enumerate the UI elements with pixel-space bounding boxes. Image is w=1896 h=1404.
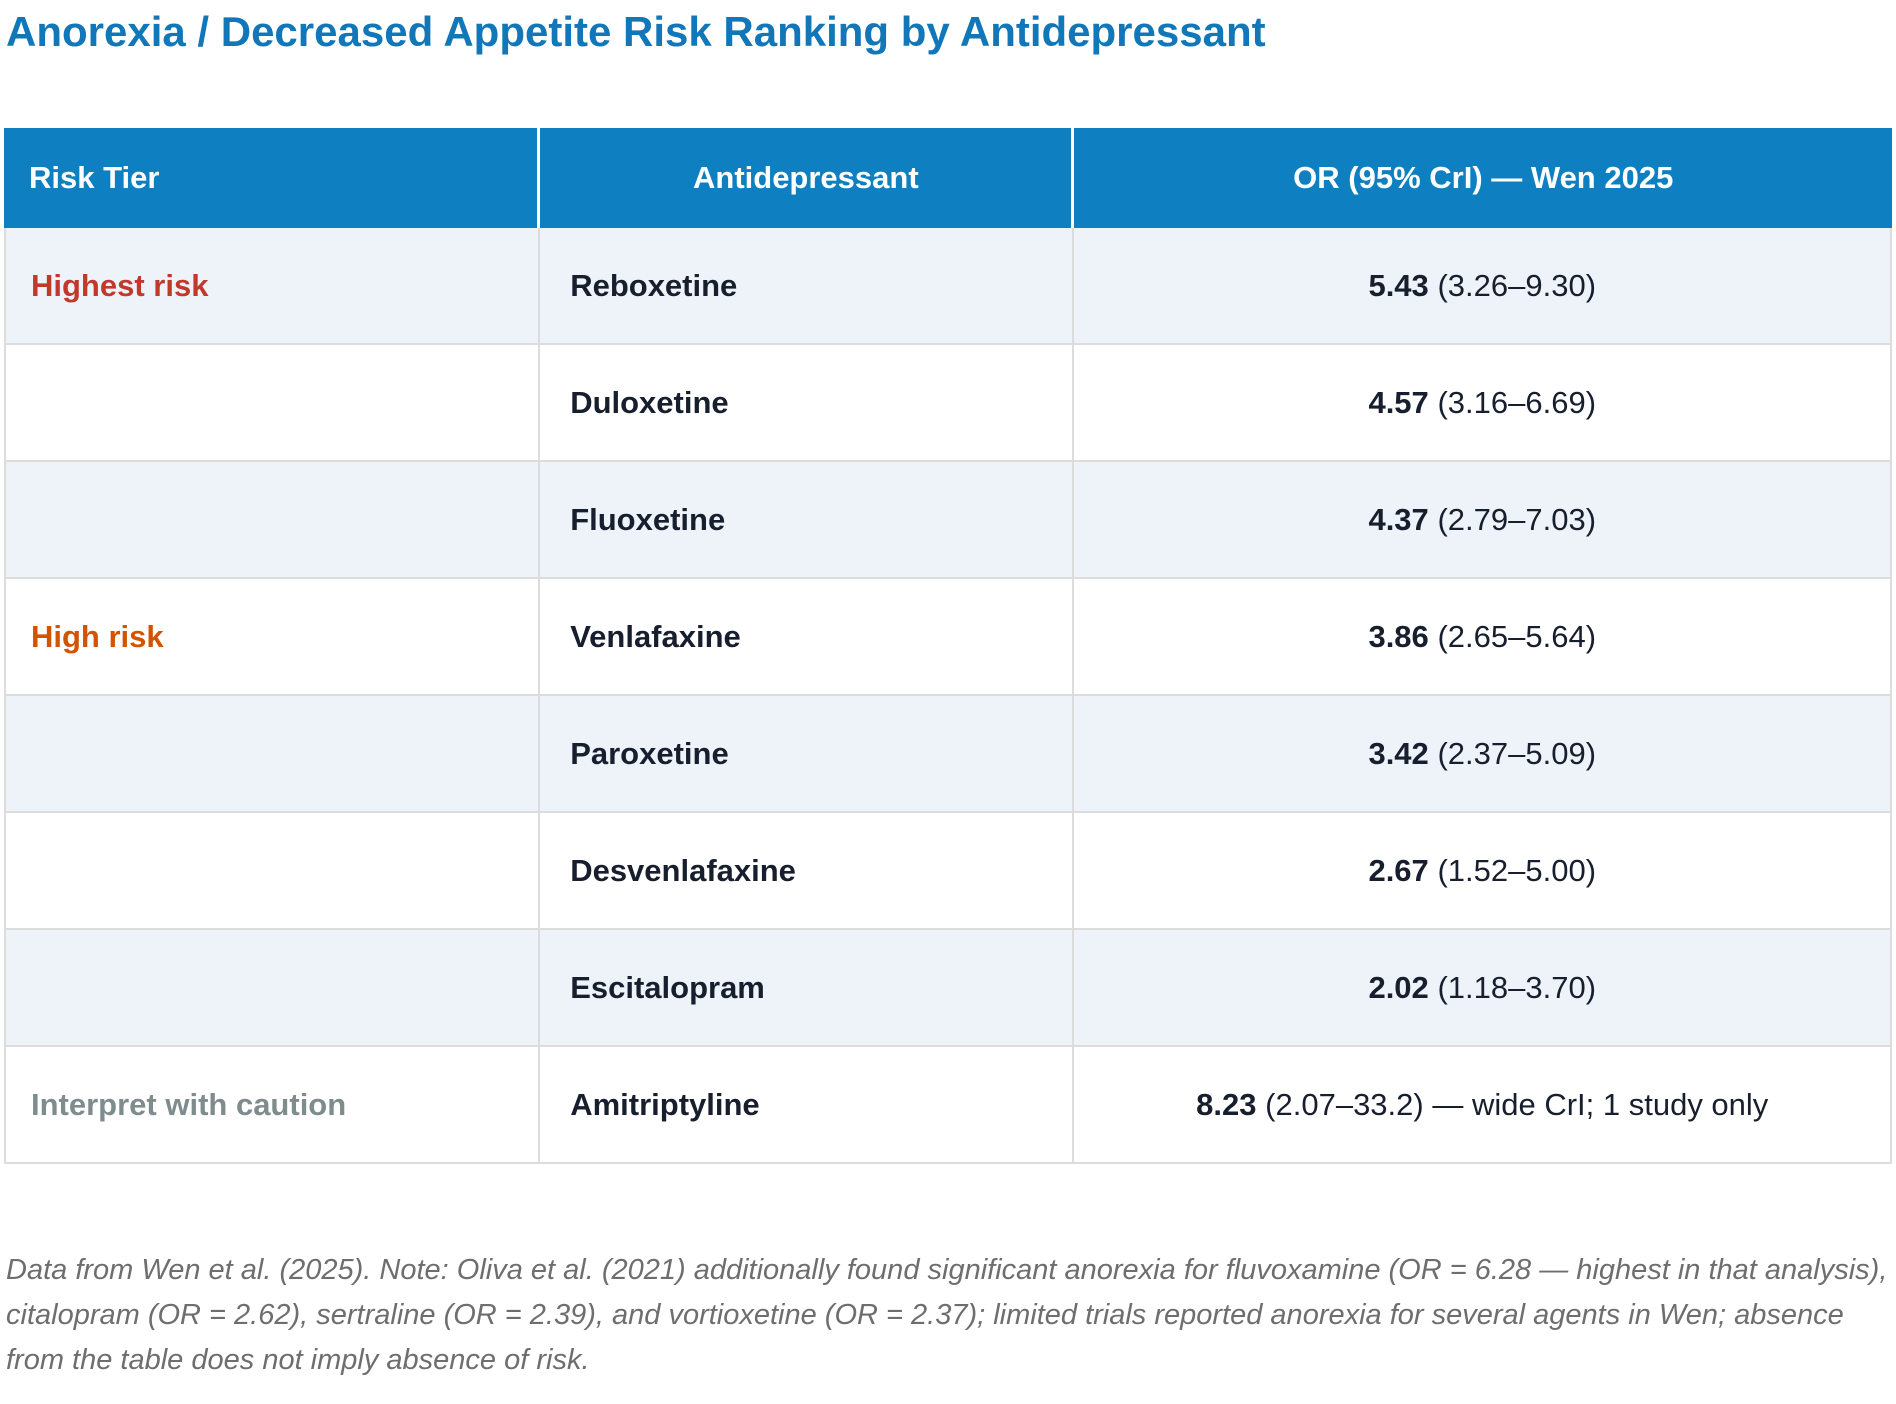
risk-tier-cell: Interpret with caution [4, 1047, 541, 1165]
or-cell: 8.23 (2.07–33.2) — wide CrI; 1 study only [1074, 1047, 1892, 1165]
column-header-risk-tier: Risk Tier [4, 128, 541, 229]
or-value: 5.43 [1368, 267, 1429, 303]
table-row-amitriptyline: Interpret with caution Amitriptyline 8.2… [4, 1047, 1892, 1165]
or-ci: (2.37–5.09) [1437, 735, 1597, 771]
drug-cell: Duloxetine [540, 345, 1075, 463]
or-cell: 5.43 (3.26–9.30) [1074, 228, 1892, 346]
column-header-antidepressant: Antidepressant [540, 128, 1075, 229]
table-row-reboxetine: Highest risk Reboxetine 5.43 (3.26–9.30) [4, 228, 1892, 346]
or-value: 2.02 [1368, 969, 1429, 1005]
drug-cell: Paroxetine [540, 696, 1075, 814]
or-ci: (1.18–3.70) [1437, 969, 1597, 1005]
table-row-escitalopram: Escitalopram 2.02 (1.18–3.70) [4, 930, 1892, 1048]
or-value: 4.57 [1368, 384, 1429, 420]
table-row-fluoxetine: Fluoxetine 4.37 (2.79–7.03) [4, 462, 1892, 580]
or-cell: 4.37 (2.79–7.03) [1074, 462, 1892, 580]
or-ci: (2.65–5.64) [1437, 618, 1597, 654]
or-value: 8.23 [1196, 1086, 1257, 1122]
or-value: 2.67 [1368, 852, 1429, 888]
risk-tier-cell: Highest risk [4, 228, 541, 346]
or-cell: 4.57 (3.16–6.69) [1074, 345, 1892, 463]
column-header-or: OR (95% CrI) — Wen 2025 [1074, 128, 1892, 229]
risk-tier-cell [4, 462, 541, 580]
or-ci: (3.26–9.30) [1437, 267, 1597, 303]
or-ci: (3.16–6.69) [1437, 384, 1597, 420]
header-row: Risk Tier Antidepressant OR (95% CrI) — … [4, 128, 1892, 229]
or-ci: (2.07–33.2) — wide CrI; 1 study only [1265, 1086, 1769, 1122]
risk-tier-cell [4, 930, 541, 1048]
risk-tier-cell [4, 345, 541, 463]
table-row-paroxetine: Paroxetine 3.42 (2.37–5.09) [4, 696, 1892, 814]
footnote: Data from Wen et al. (2025). Note: Oliva… [6, 1254, 1888, 1377]
or-value: 3.42 [1368, 735, 1429, 771]
or-ci: (2.79–7.03) [1437, 501, 1597, 537]
risk-tier-cell [4, 813, 541, 931]
or-cell: 2.02 (1.18–3.70) [1074, 930, 1892, 1048]
drug-cell: Reboxetine [540, 228, 1075, 346]
risk-tier-cell [4, 696, 541, 814]
risk-tier-cell: High risk [4, 579, 541, 697]
drug-cell: Fluoxetine [540, 462, 1075, 580]
or-cell: 3.86 (2.65–5.64) [1074, 579, 1892, 697]
drug-cell: Amitriptyline [540, 1047, 1075, 1165]
or-ci: (1.52–5.00) [1437, 852, 1597, 888]
drug-cell: Escitalopram [540, 930, 1075, 1048]
drug-cell: Desvenlafaxine [540, 813, 1075, 931]
table-row-duloxetine: Duloxetine 4.57 (3.16–6.69) [4, 345, 1892, 463]
drug-cell: Venlafaxine [540, 579, 1075, 697]
page-title: Anorexia / Decreased Appetite Risk Ranki… [6, 8, 1266, 55]
risk-ranking-table: Risk Tier Antidepressant OR (95% CrI) — … [4, 128, 1892, 1165]
or-value: 3.86 [1368, 618, 1429, 654]
or-cell: 3.42 (2.37–5.09) [1074, 696, 1892, 814]
or-value: 4.37 [1368, 501, 1429, 537]
or-cell: 2.67 (1.52–5.00) [1074, 813, 1892, 931]
table-row-desvenlafaxine: Desvenlafaxine 2.67 (1.52–5.00) [4, 813, 1892, 931]
table-row-venlafaxine: High risk Venlafaxine 3.86 (2.65–5.64) [4, 579, 1892, 697]
